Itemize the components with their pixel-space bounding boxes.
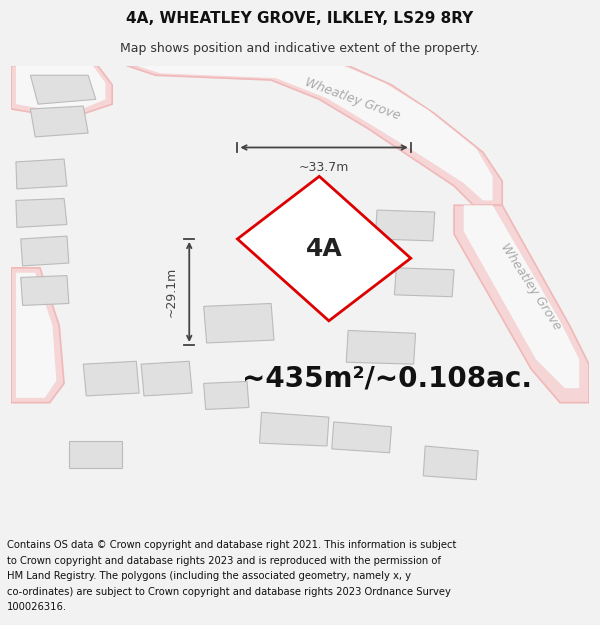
Polygon shape bbox=[203, 304, 274, 343]
Polygon shape bbox=[332, 422, 391, 452]
Polygon shape bbox=[83, 361, 139, 396]
Polygon shape bbox=[21, 276, 69, 306]
Text: 4A: 4A bbox=[306, 237, 343, 261]
Polygon shape bbox=[16, 66, 106, 114]
Text: HM Land Registry. The polygons (including the associated geometry, namely x, y: HM Land Registry. The polygons (includin… bbox=[7, 571, 411, 581]
Text: ~29.1m: ~29.1m bbox=[164, 267, 178, 317]
Text: ~33.7m: ~33.7m bbox=[299, 161, 349, 174]
Text: 4A, WHEATLEY GROVE, ILKLEY, LS29 8RY: 4A, WHEATLEY GROVE, ILKLEY, LS29 8RY bbox=[127, 11, 473, 26]
Polygon shape bbox=[21, 236, 69, 266]
Polygon shape bbox=[136, 66, 493, 201]
Polygon shape bbox=[394, 268, 454, 297]
Text: Wheatley Grove: Wheatley Grove bbox=[498, 241, 564, 333]
Polygon shape bbox=[127, 66, 502, 205]
Polygon shape bbox=[11, 66, 112, 119]
Text: Wheatley Grove: Wheatley Grove bbox=[304, 76, 403, 122]
Polygon shape bbox=[203, 381, 249, 409]
Polygon shape bbox=[16, 272, 56, 398]
Text: Map shows position and indicative extent of the property.: Map shows position and indicative extent… bbox=[120, 42, 480, 55]
Text: to Crown copyright and database rights 2023 and is reproduced with the permissio: to Crown copyright and database rights 2… bbox=[7, 556, 441, 566]
Polygon shape bbox=[464, 205, 579, 388]
Polygon shape bbox=[31, 75, 96, 104]
Polygon shape bbox=[375, 210, 435, 241]
Polygon shape bbox=[238, 176, 411, 321]
Text: 100026316.: 100026316. bbox=[7, 602, 67, 612]
Polygon shape bbox=[346, 331, 416, 364]
Text: Contains OS data © Crown copyright and database right 2021. This information is : Contains OS data © Crown copyright and d… bbox=[7, 540, 457, 550]
Polygon shape bbox=[454, 205, 589, 402]
Polygon shape bbox=[11, 268, 64, 402]
Polygon shape bbox=[16, 199, 67, 228]
Polygon shape bbox=[260, 412, 329, 446]
Polygon shape bbox=[141, 361, 192, 396]
Text: ~435m²/~0.108ac.: ~435m²/~0.108ac. bbox=[242, 364, 532, 392]
Polygon shape bbox=[16, 159, 67, 189]
Polygon shape bbox=[423, 446, 478, 480]
Polygon shape bbox=[31, 106, 88, 137]
Polygon shape bbox=[69, 441, 122, 468]
Text: co-ordinates) are subject to Crown copyright and database rights 2023 Ordnance S: co-ordinates) are subject to Crown copyr… bbox=[7, 587, 451, 597]
